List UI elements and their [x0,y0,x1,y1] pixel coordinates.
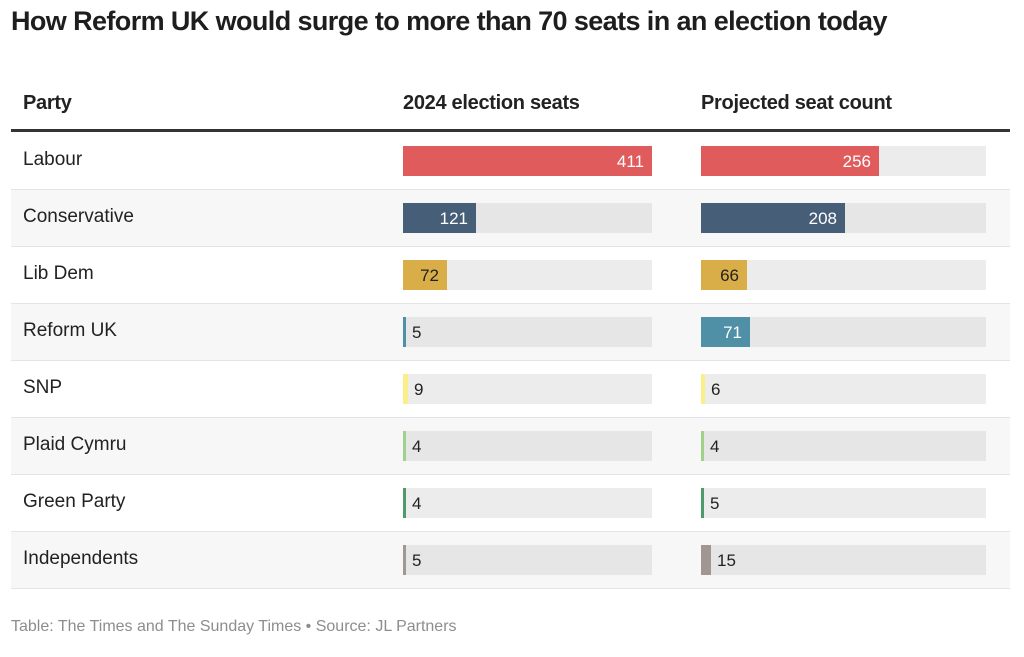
party-name: Reform UK [23,320,117,341]
projected-seats-value-label: 15 [717,551,736,570]
2024-seats-value-label: 121 [439,209,468,228]
2024-seats-bar [403,260,447,290]
2024-seats-value-label: 5 [412,323,422,342]
projected-seats-bar [701,260,747,290]
party-name: Green Party [23,491,126,512]
party-name: Independents [23,548,139,569]
2024-seats-value-label: 5 [412,551,422,570]
projected-seats-bar-track: 15 [701,545,986,575]
projected-seats-value-label: 71 [723,323,742,342]
projected-seats-bar [701,317,750,347]
2024-seats-bar [403,488,406,518]
chart-title: How Reform UK would surge to more than 7… [11,6,887,36]
table-row: Green Party 4 5 [11,475,1010,532]
column-header-party: Party [23,92,72,114]
projected-seats-bar [701,146,879,176]
party-name: Plaid Cymru [23,434,127,455]
2024-seats-bar-track: 72 [403,260,652,290]
projected-seats-bar-track: 5 [701,488,986,518]
2024-seats-bar-track: 411 [403,146,652,176]
2024-seats-bar [403,317,406,347]
projected-seats-bar-track: 4 [701,431,986,461]
party-name: Labour [23,149,83,170]
projected-seats-bar-track: 6 [701,374,986,404]
2024-seats-bar [403,431,406,461]
projected-seats-bar-track: 208 [701,203,986,233]
projected-seats-value-label: 208 [808,209,837,228]
projected-seats-bar-track: 71 [701,317,986,347]
projected-seats-value-label: 66 [720,266,739,285]
projected-seats-value-label: 5 [710,494,720,513]
2024-seats-value-label: 4 [412,437,422,456]
2024-seats-bar [403,203,476,233]
source-note: Table: The Times and The Sunday Times • … [11,618,457,635]
projected-seats-bar [701,374,705,404]
projected-seats-value-label: 256 [842,152,871,171]
projected-seats-bar-track: 256 [701,146,986,176]
2024-seats-bar-track: 5 [403,317,652,347]
table-header: Party 2024 election seats Projected seat… [11,88,1010,132]
2024-seats-bar [403,545,406,575]
2024-seats-value-label: 9 [414,380,424,399]
2024-seats-bar [403,146,652,176]
projected-seats-value-label: 4 [710,437,720,456]
2024-seats-bar-track: 121 [403,203,652,233]
projected-seats-bar [701,488,704,518]
2024-seats-bar-track: 4 [403,431,652,461]
column-header-2024-seats: 2024 election seats [403,92,580,114]
table-row: Plaid Cymru 4 4 [11,418,1010,475]
projected-seats-bar [701,431,704,461]
projected-seats-bar [701,203,845,233]
2024-seats-value-label: 411 [616,152,644,171]
2024-seats-value-label: 72 [420,266,439,285]
party-name: Conservative [23,206,134,227]
table-row: Conservative 121 208 [11,190,1010,247]
table-row: Labour 411 256 [11,133,1010,190]
column-header-projected-seats: Projected seat count [701,92,892,114]
table-row: Lib Dem 72 66 [11,247,1010,304]
table-body: Labour 411 256 Conservative 121 208 Lib Dem 72 6… [11,133,1010,589]
party-name: SNP [23,377,63,398]
2024-seats-bar [403,374,408,404]
party-name: Lib Dem [23,263,94,284]
table-row: Independents 5 15 [11,532,1010,589]
projected-seats-bar-track: 66 [701,260,986,290]
2024-seats-value-label: 4 [412,494,422,513]
2024-seats-bar-track: 4 [403,488,652,518]
2024-seats-bar-track: 9 [403,374,652,404]
projected-seats-value-label: 6 [711,380,721,399]
projected-seats-bar [701,545,711,575]
table-row: SNP 9 6 [11,361,1010,418]
2024-seats-bar-track: 5 [403,545,652,575]
table-row: Reform UK 5 71 [11,304,1010,361]
